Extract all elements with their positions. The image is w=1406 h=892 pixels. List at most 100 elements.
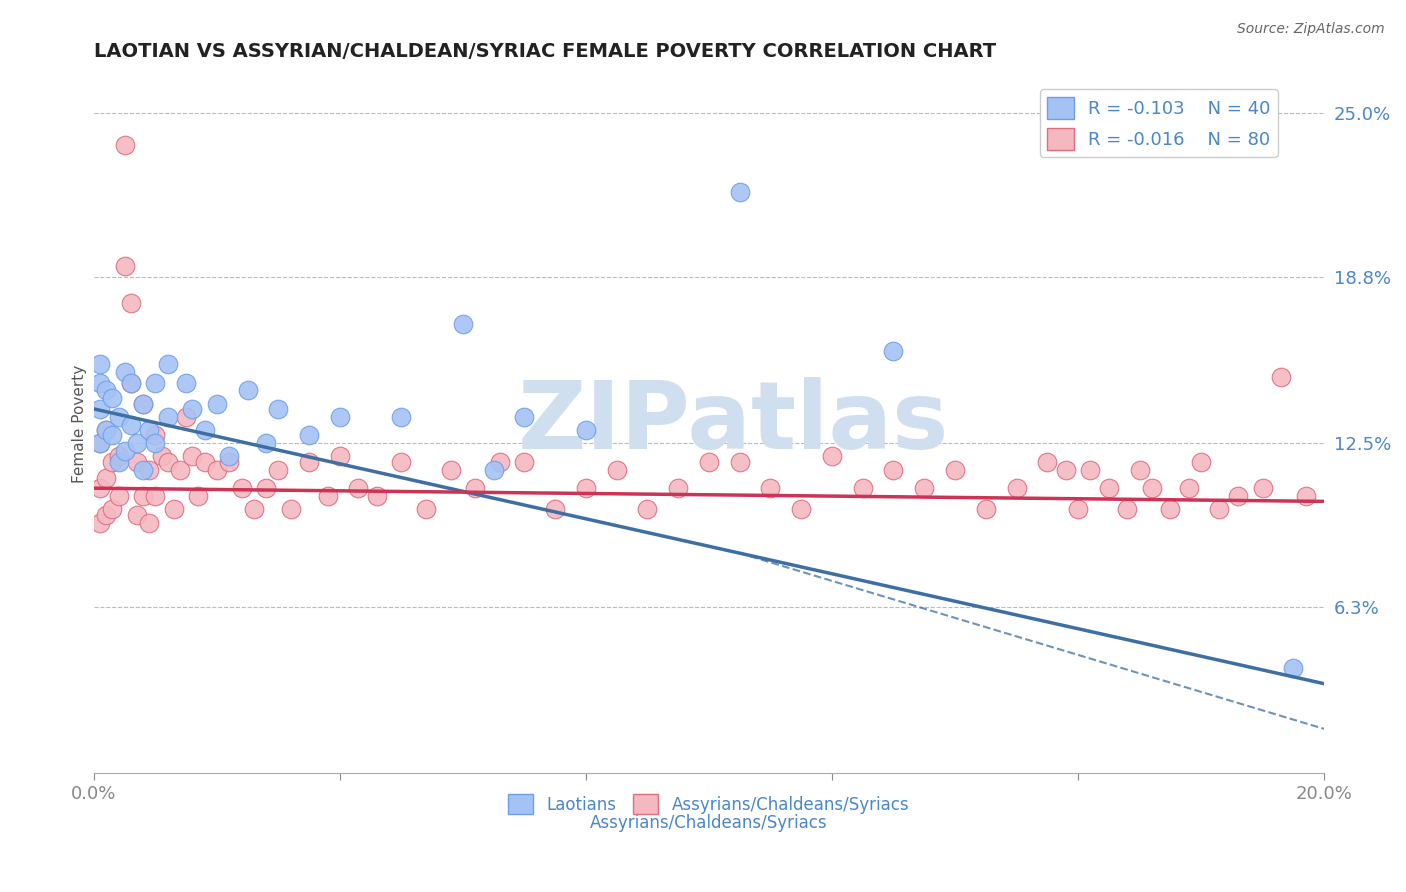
X-axis label: Assyrians/Chaldeans/Syriacs: Assyrians/Chaldeans/Syriacs bbox=[591, 814, 828, 832]
Point bbox=[1282, 661, 1305, 675]
Point bbox=[218, 450, 240, 464]
Point bbox=[1128, 463, 1150, 477]
Point bbox=[298, 455, 321, 469]
Point bbox=[1226, 489, 1249, 503]
Point bbox=[96, 423, 118, 437]
Point bbox=[96, 423, 118, 437]
Point bbox=[666, 481, 689, 495]
Point bbox=[194, 423, 217, 437]
Point bbox=[544, 502, 567, 516]
Point bbox=[163, 502, 186, 516]
Point bbox=[114, 365, 136, 379]
Point bbox=[218, 455, 240, 469]
Point bbox=[236, 384, 259, 398]
Point bbox=[101, 392, 124, 406]
Point bbox=[882, 463, 904, 477]
Point bbox=[391, 455, 413, 469]
Point bbox=[974, 502, 997, 516]
Point bbox=[280, 502, 302, 516]
Point bbox=[464, 481, 486, 495]
Point bbox=[575, 423, 598, 437]
Point bbox=[107, 409, 129, 424]
Point bbox=[882, 343, 904, 358]
Point bbox=[156, 455, 179, 469]
Point bbox=[181, 401, 204, 416]
Point bbox=[138, 463, 160, 477]
Point bbox=[451, 318, 474, 332]
Point bbox=[231, 481, 253, 495]
Point bbox=[132, 397, 155, 411]
Point bbox=[1005, 481, 1028, 495]
Point bbox=[107, 489, 129, 503]
Point bbox=[89, 401, 111, 416]
Point bbox=[1159, 502, 1181, 516]
Text: Source: ZipAtlas.com: Source: ZipAtlas.com bbox=[1237, 22, 1385, 37]
Point bbox=[943, 463, 966, 477]
Point bbox=[89, 516, 111, 530]
Point bbox=[145, 489, 167, 503]
Point bbox=[912, 481, 935, 495]
Point bbox=[120, 417, 142, 432]
Point bbox=[132, 489, 155, 503]
Point bbox=[1116, 502, 1139, 516]
Point bbox=[156, 357, 179, 371]
Point bbox=[821, 450, 844, 464]
Point bbox=[298, 428, 321, 442]
Point bbox=[89, 436, 111, 450]
Point bbox=[120, 296, 142, 310]
Point bbox=[187, 489, 209, 503]
Point bbox=[489, 455, 512, 469]
Point bbox=[759, 481, 782, 495]
Point bbox=[1054, 463, 1077, 477]
Point bbox=[1208, 502, 1230, 516]
Point bbox=[513, 455, 536, 469]
Point bbox=[89, 481, 111, 495]
Point bbox=[415, 502, 437, 516]
Point bbox=[1036, 455, 1059, 469]
Point bbox=[101, 428, 124, 442]
Point bbox=[1078, 463, 1101, 477]
Point bbox=[254, 436, 277, 450]
Point bbox=[205, 397, 228, 411]
Point bbox=[1177, 481, 1199, 495]
Point bbox=[89, 436, 111, 450]
Point bbox=[107, 450, 129, 464]
Point bbox=[347, 481, 370, 495]
Point bbox=[194, 455, 217, 469]
Point bbox=[125, 455, 148, 469]
Point bbox=[132, 463, 155, 477]
Point bbox=[366, 489, 388, 503]
Point bbox=[138, 423, 160, 437]
Point bbox=[243, 502, 266, 516]
Point bbox=[205, 463, 228, 477]
Point bbox=[181, 450, 204, 464]
Point bbox=[852, 481, 875, 495]
Point bbox=[114, 137, 136, 152]
Point bbox=[728, 455, 751, 469]
Y-axis label: Female Poverty: Female Poverty bbox=[72, 364, 87, 483]
Point bbox=[114, 444, 136, 458]
Point bbox=[316, 489, 339, 503]
Text: ZIPatlas: ZIPatlas bbox=[517, 377, 949, 469]
Point bbox=[254, 481, 277, 495]
Legend: Laotians, Assyrians/Chaldeans/Syriacs: Laotians, Assyrians/Chaldeans/Syriacs bbox=[502, 788, 917, 822]
Point bbox=[145, 436, 167, 450]
Point bbox=[114, 260, 136, 274]
Point bbox=[174, 376, 197, 390]
Point bbox=[790, 502, 813, 516]
Point bbox=[169, 463, 191, 477]
Point bbox=[1295, 489, 1317, 503]
Point bbox=[101, 502, 124, 516]
Point bbox=[1098, 481, 1121, 495]
Point bbox=[391, 409, 413, 424]
Point bbox=[728, 186, 751, 200]
Point bbox=[96, 470, 118, 484]
Point bbox=[697, 455, 720, 469]
Point bbox=[329, 450, 352, 464]
Point bbox=[1067, 502, 1090, 516]
Text: LAOTIAN VS ASSYRIAN/CHALDEAN/SYRIAC FEMALE POVERTY CORRELATION CHART: LAOTIAN VS ASSYRIAN/CHALDEAN/SYRIAC FEMA… bbox=[94, 42, 995, 61]
Point bbox=[637, 502, 659, 516]
Point bbox=[329, 409, 352, 424]
Point bbox=[1189, 455, 1212, 469]
Point bbox=[89, 376, 111, 390]
